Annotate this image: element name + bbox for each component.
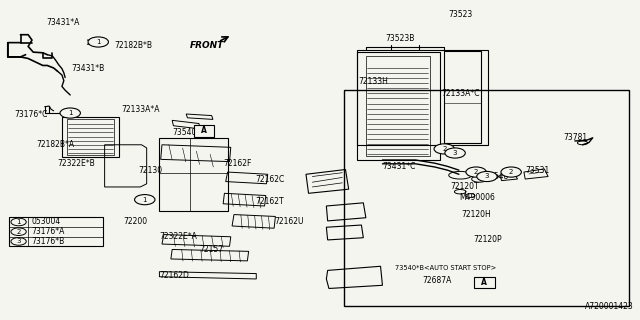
Text: FRONT: FRONT [189,41,223,50]
Bar [62,117,119,157]
Text: 1: 1 [68,110,72,116]
Text: 72133A*C: 72133A*C [441,89,479,98]
Text: 72322E*B: 72322E*B [58,159,95,168]
Circle shape [445,148,465,158]
Text: M490006: M490006 [459,193,495,202]
Circle shape [11,218,26,226]
Text: 73781: 73781 [563,133,588,142]
Bar [159,139,228,212]
Circle shape [134,195,155,205]
Text: 1: 1 [143,197,147,203]
Text: 3: 3 [453,150,458,156]
Text: 72133A*A: 72133A*A [121,105,160,114]
Text: 72322E*A: 72322E*A [159,232,197,241]
Text: 73531: 73531 [525,166,549,175]
Circle shape [60,108,81,118]
Text: 73431*B: 73431*B [72,63,105,73]
Text: 3: 3 [17,238,21,244]
Text: 73176*C: 73176*C [14,109,47,118]
Text: 72182B*B: 72182B*B [115,41,153,50]
Circle shape [11,228,26,236]
Text: 2: 2 [442,146,447,152]
Text: 72162T: 72162T [255,197,284,206]
Text: 72120T: 72120T [451,181,479,190]
Text: 2: 2 [17,229,20,235]
Circle shape [501,167,522,177]
Circle shape [11,238,26,245]
Text: 1: 1 [17,219,21,225]
Text: 72120H: 72120H [461,210,492,219]
Circle shape [88,37,108,47]
Circle shape [477,172,497,181]
Text: 1: 1 [96,39,100,45]
Text: 053004: 053004 [31,218,61,227]
Circle shape [466,167,486,177]
Text: 73523B: 73523B [385,34,414,43]
Bar [357,50,488,145]
Text: 72130: 72130 [138,166,163,175]
Text: 72687A: 72687A [422,276,451,285]
Text: A720001423: A720001423 [585,302,634,311]
Circle shape [434,144,454,154]
Text: 72133H: 72133H [358,77,388,86]
Text: 73540*A: 73540*A [172,128,205,137]
Text: 2: 2 [509,169,513,175]
Text: A: A [201,126,207,135]
Text: 72200: 72200 [124,217,148,226]
Text: 72162F: 72162F [223,159,252,168]
Text: 73431*C: 73431*C [383,162,416,171]
Text: 72120P: 72120P [473,236,502,244]
Bar [194,125,214,137]
Text: 2: 2 [474,169,478,175]
Bar [9,217,103,246]
Text: 73548: 73548 [484,172,509,181]
Bar [344,90,629,306]
Text: 73176*A: 73176*A [31,227,65,236]
Bar [366,56,429,156]
Text: 73540*B<AUTO START STOP>: 73540*B<AUTO START STOP> [395,266,497,271]
Text: 73431*A: 73431*A [46,18,79,27]
Text: A: A [481,278,487,287]
Text: 3: 3 [484,173,489,180]
Text: 72162U: 72162U [274,217,303,226]
Text: 73176*B: 73176*B [31,237,65,246]
Bar [474,277,495,288]
Text: 72182B*A: 72182B*A [36,140,75,149]
Bar [444,51,481,142]
Bar [67,119,114,155]
Text: 72162D: 72162D [159,271,189,280]
Text: 73523: 73523 [448,10,472,19]
Bar [357,52,440,160]
Text: 72157: 72157 [199,245,223,254]
Text: 72162C: 72162C [255,174,284,184]
